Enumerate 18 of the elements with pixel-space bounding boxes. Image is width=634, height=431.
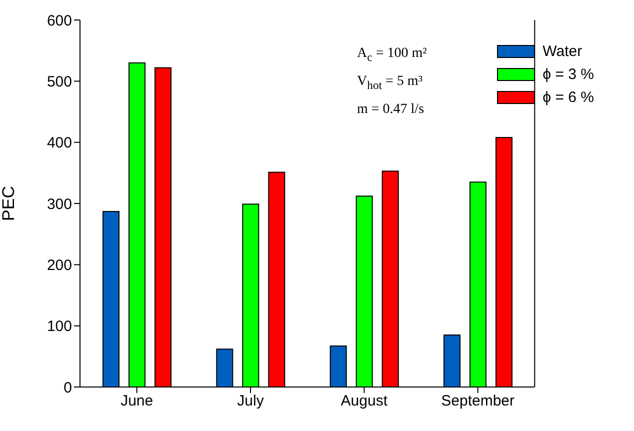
annotation: A$_{c}$ = 100 m² — [357, 45, 427, 66]
y-tick-label: 500 — [46, 73, 72, 90]
y-tick-label: 0 — [64, 379, 72, 396]
y-tick-label: 100 — [46, 318, 72, 336]
y-tick-label: 200 — [46, 256, 72, 274]
legend-label: ϕ = 6 % — [542, 89, 594, 106]
x-tick-label: September — [441, 392, 515, 410]
annotation: m = 0.47 l/s — [357, 100, 426, 119]
y-tick-label: 400 — [46, 134, 72, 152]
y-tick-label: 300 — [46, 196, 72, 213]
x-tick-label: August — [340, 392, 388, 410]
x-tick-label: June — [120, 392, 154, 410]
y-tick-label: 600 — [46, 12, 72, 30]
legend-label: Water — [542, 43, 582, 60]
legend-label: ϕ = 3 % — [542, 66, 594, 83]
x-tick-label: July — [237, 392, 264, 410]
annotation: V$_{hot}$ = 5 m³ — [357, 72, 424, 94]
y-axis-title: PEC — [0, 186, 18, 221]
